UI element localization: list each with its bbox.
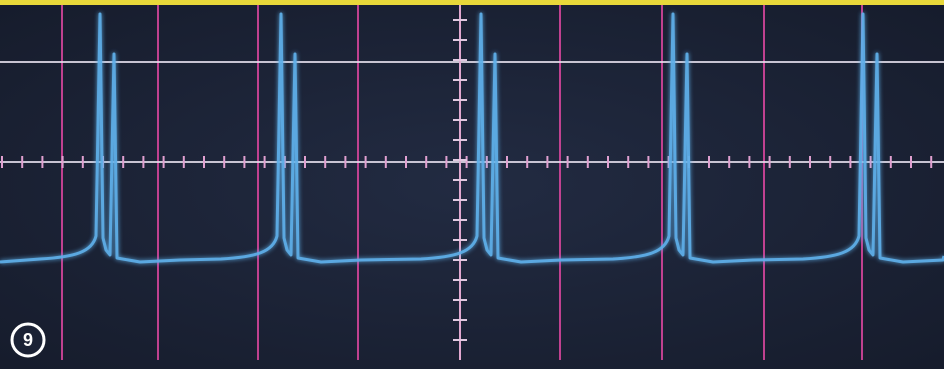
graticule <box>0 5 944 360</box>
figure-badge <box>10 322 46 358</box>
figure-number: 9 <box>23 330 33 350</box>
top-edge <box>0 0 944 5</box>
signal-trace <box>0 12 944 264</box>
